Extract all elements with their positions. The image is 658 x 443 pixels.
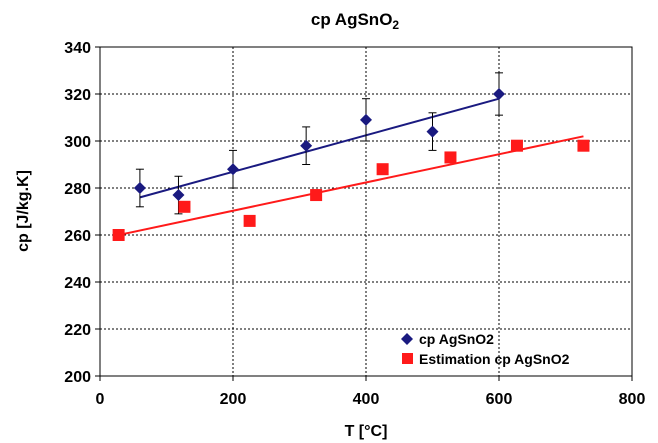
y-tick-label: 280 <box>64 181 91 198</box>
y-tick-label: 220 <box>64 322 91 339</box>
y-tick-label: 240 <box>64 275 91 292</box>
data-point-square <box>577 139 590 152</box>
x-tick-label: 0 <box>96 391 105 408</box>
legend-marker-diamond <box>401 333 413 345</box>
data-point-square <box>510 139 523 152</box>
legend-label-series-1: cp AgSnO2 <box>419 331 494 347</box>
x-tick-label: 200 <box>220 391 247 408</box>
data-point-diamond <box>227 163 239 176</box>
x-tick-label: 800 <box>619 391 646 408</box>
data-point-diamond <box>493 88 505 100</box>
data-point-square <box>444 151 457 164</box>
data-point-square <box>310 189 323 202</box>
error-bar-layer <box>135 72 503 215</box>
data-point-diamond <box>360 113 372 126</box>
x-axis-label: T [°C] <box>345 423 388 440</box>
trendline-series-1 <box>139 97 500 199</box>
data-point-square <box>112 229 125 241</box>
chart-title: cp AgSnO2 <box>311 10 400 32</box>
data-point-diamond <box>133 182 146 194</box>
data-point-diamond <box>172 189 185 202</box>
chart-title-subscript: 2 <box>392 18 399 32</box>
point-layer <box>112 88 590 241</box>
trendline-layer <box>118 97 584 236</box>
trendline-series-2 <box>118 135 584 236</box>
y-tick-label: 260 <box>64 228 91 245</box>
y-tick-label: 320 <box>64 87 91 104</box>
data-point-square <box>178 200 191 213</box>
x-tick-label: 600 <box>486 391 513 408</box>
data-point-diamond <box>426 125 439 138</box>
legend-label-series-2: Estimation cp AgSnO2 <box>419 351 570 367</box>
y-tick-label: 300 <box>64 134 91 151</box>
data-point-diamond <box>300 139 313 152</box>
legend: cp AgSnO2 Estimation cp AgSnO2 <box>401 331 570 367</box>
data-point-square <box>376 163 389 176</box>
y-tick-label: 340 <box>64 40 91 57</box>
tick-layer: 200 220 240 260 280 300 320 340 0 200 400 600 800 <box>64 40 645 408</box>
chart-title-main: cp AgSnO <box>311 10 393 29</box>
x-tick-label: 400 <box>353 391 380 408</box>
data-point-square <box>243 214 256 227</box>
y-tick-label: 200 <box>64 369 91 386</box>
legend-marker-square <box>402 353 413 364</box>
y-axis-label: cp [J/kg.K] <box>15 170 32 252</box>
